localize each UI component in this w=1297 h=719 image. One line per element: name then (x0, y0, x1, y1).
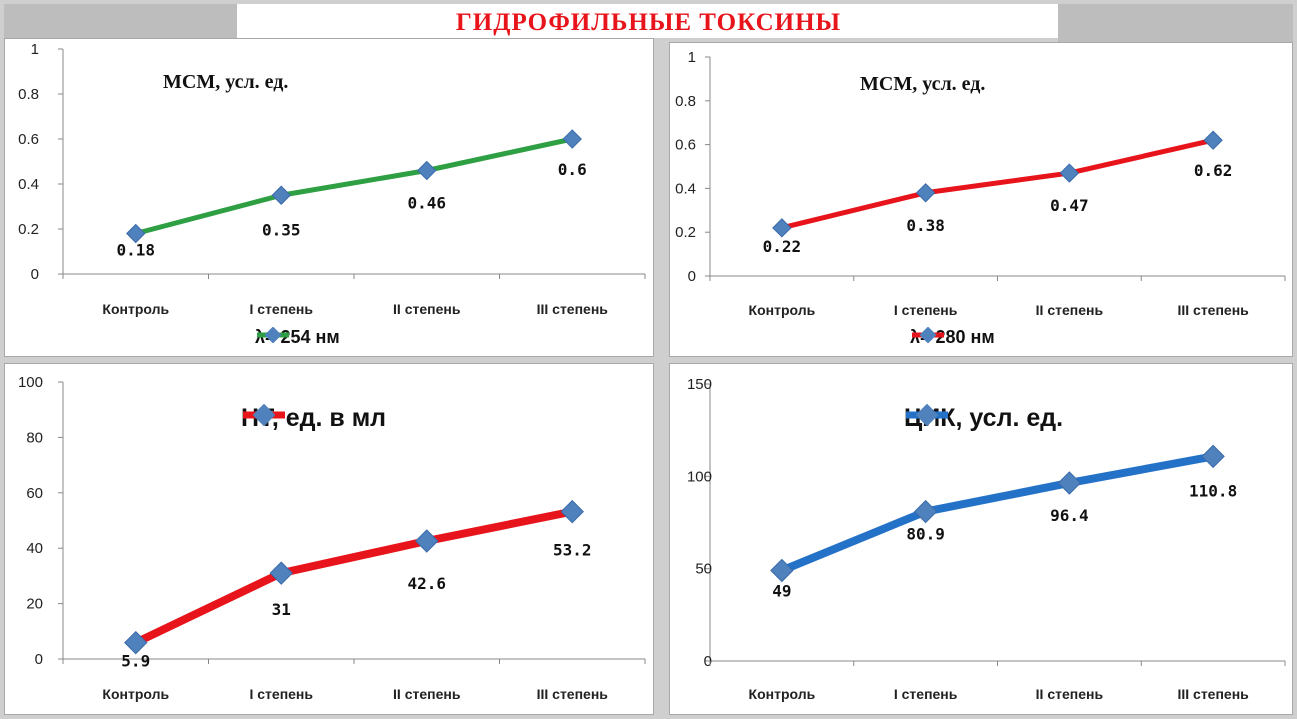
x-tick-label: III степень (1177, 686, 1249, 702)
chart-panel-msm-254: 0 0.2 0.4 0.6 0.8 1 Контроль I степень II степен… (4, 38, 654, 357)
y-tick-label: 0.4 (675, 180, 696, 197)
y-tick-label: 0.8 (18, 86, 39, 103)
y-tick-label: 0 (31, 266, 39, 283)
y-tick-label: 80 (26, 429, 43, 446)
page-title: ГИДРОФИЛЬНЫЕ ТОКСИНЫ (455, 9, 842, 36)
y-tick-label: 0 (704, 653, 712, 670)
x-tick-label: Контроль (749, 302, 816, 318)
legend: НТ, ед. в мл (241, 404, 386, 433)
chart-svg: 0 0.2 0.4 0.6 0.8 1 Контроль I степень II степен… (675, 49, 1286, 318)
x-tick-label: III степень (537, 686, 609, 702)
y-tick-label: 0 (35, 651, 43, 668)
chart-panel-cik: 0 50 100 150 Контроль I степень II степень III … (669, 363, 1293, 715)
y-tick-label: 50 (695, 561, 712, 578)
data-point (124, 630, 148, 655)
data-label: 0.18 (116, 241, 155, 260)
chart-title: МСМ, усл. ед. (860, 73, 986, 95)
data-point (271, 185, 291, 205)
data-point (772, 218, 792, 238)
legend: λ= 254 нм (255, 327, 340, 348)
data-label: 53.2 (553, 541, 592, 560)
data-point (415, 529, 439, 553)
data-point (269, 561, 293, 585)
y-tick-label: 0.4 (18, 176, 39, 193)
x-tick-label: Контроль (749, 686, 816, 702)
y-tick-label: 150 (687, 376, 712, 393)
data-label: 96.4 (1050, 506, 1089, 525)
chart-title: МСМ, усл. ед. (163, 71, 289, 93)
data-point (560, 499, 584, 524)
y-tick-label: 20 (26, 596, 43, 613)
series-line (133, 136, 575, 236)
y-tick-label: 0.6 (675, 137, 696, 154)
y-tick-label: 0 (688, 268, 696, 285)
x-tick-label: III степень (1177, 302, 1249, 318)
legend-swatch (912, 327, 944, 343)
data-label: 49 (772, 582, 791, 601)
x-tick-label: III степень (537, 301, 609, 317)
data-point (126, 223, 146, 244)
legend: λ= 280 нм (910, 327, 995, 348)
x-tick-label: Контроль (102, 686, 169, 702)
data-point (1059, 163, 1080, 183)
data-point (1057, 471, 1082, 495)
data-label: 80.9 (906, 525, 945, 544)
chart-panel-nt: 0 20 40 60 80 100 Контроль I степень II степень I… (4, 363, 654, 715)
chart-panel-msm-280: 0 0.2 0.4 0.6 0.8 1 Контроль I степень II степен… (669, 42, 1293, 357)
y-tick-label: 40 (26, 540, 43, 557)
x-tick-label: II степень (1036, 302, 1104, 318)
legend-swatch (906, 404, 948, 426)
data-point (417, 160, 437, 181)
data-point (770, 558, 794, 583)
header-bar-left (4, 4, 237, 38)
data-label: 0.6 (558, 160, 587, 179)
data-point (913, 499, 938, 524)
y-tick-label: 100 (18, 374, 43, 391)
x-tick-label: I степень (249, 686, 313, 702)
data-label: 110.8 (1189, 481, 1237, 500)
data-label: 0.22 (763, 237, 802, 256)
data-label: 31 (272, 600, 291, 619)
legend-swatch (257, 327, 289, 343)
data-point (1203, 130, 1223, 150)
y-tick-label: 1 (31, 41, 39, 58)
data-label: 0.47 (1050, 196, 1089, 215)
chart-svg: 0 50 100 150 Контроль I степень II степень III … (687, 376, 1286, 702)
data-point (1201, 444, 1225, 469)
legend: ЦИК, усл. ед. (904, 404, 1063, 433)
y-tick-label: 60 (26, 485, 43, 502)
x-tick-label: I степень (894, 686, 958, 702)
data-label: 0.46 (407, 194, 446, 213)
data-label: 42.6 (407, 574, 446, 593)
x-tick-label: I степень (894, 302, 958, 318)
chart-svg: 0 20 40 60 80 100 Контроль I степень II степень I… (18, 374, 646, 702)
series-line (779, 137, 1216, 231)
x-tick-label: Контроль (102, 301, 169, 317)
series-line (777, 452, 1218, 575)
chart-svg: 0 0.2 0.4 0.6 0.8 1 Контроль I степень II степен… (18, 41, 646, 317)
x-tick-label: I степень (249, 301, 313, 317)
title-banner (237, 4, 1058, 38)
data-label: 0.38 (906, 216, 945, 235)
x-tick-label: II степень (393, 301, 461, 317)
y-tick-label: 0.8 (675, 93, 696, 110)
data-label: 0.62 (1194, 161, 1233, 180)
y-tick-label: 0.6 (18, 131, 39, 148)
series-line (131, 507, 577, 647)
data-label: 0.35 (262, 220, 301, 239)
x-tick-label: II степень (393, 686, 461, 702)
data-point (915, 183, 936, 203)
data-label: 5.9 (121, 652, 150, 671)
y-tick-label: 0.2 (18, 221, 39, 238)
y-tick-label: 1 (688, 49, 696, 66)
y-tick-label: 0.2 (675, 224, 696, 241)
y-tick-label: 100 (687, 468, 712, 485)
data-point (562, 129, 582, 149)
legend-swatch (243, 404, 285, 426)
x-tick-label: II степень (1036, 686, 1104, 702)
header-bar-right (1058, 4, 1293, 42)
